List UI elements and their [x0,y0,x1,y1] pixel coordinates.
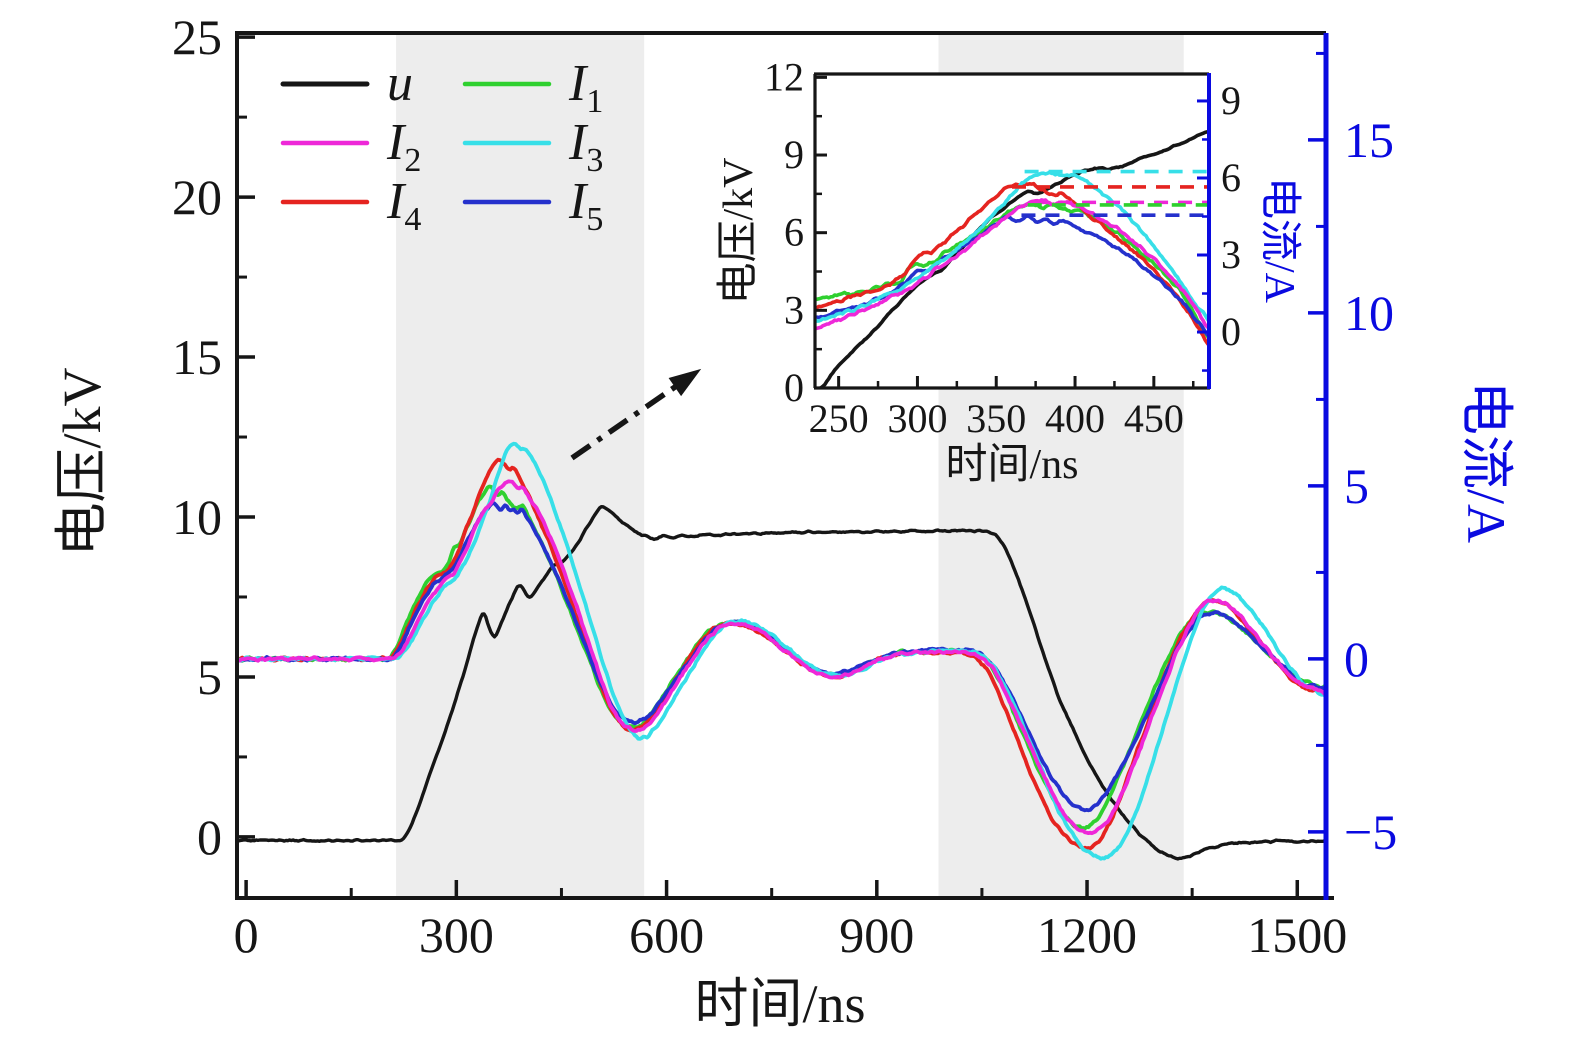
inset-voltage-tick-label: 3 [784,287,804,332]
current-tick-label: 0 [1344,631,1369,687]
inset-y-right-axis-label: 电流/A [1256,177,1302,304]
x-tick-label: 0 [234,907,259,963]
x-tick-label: 900 [839,907,914,963]
legend-label-sub-I4: 4 [404,201,421,238]
inset-x-axis-label: 时间/ns [945,442,1078,488]
inset-voltage-tick-label: 6 [784,210,804,255]
current-tick-label: 10 [1344,285,1394,341]
inset-x-tick-label: 450 [1124,396,1184,441]
x-tick-label: 1500 [1247,907,1347,963]
main-x-axis-label: 时间/ns [694,974,865,1034]
inset-x-tick-label: 400 [1045,396,1105,441]
inset-current-tick-label: 3 [1221,232,1241,277]
series-I2 [237,479,1326,836]
arrow-shaft [570,381,682,461]
x-tick-label: 600 [629,907,704,963]
inset-curves [815,129,1209,388]
arrow-head [668,368,702,397]
current-tick-label: −5 [1344,804,1397,860]
current-tick-label: 15 [1344,112,1394,168]
voltage-tick-label: 10 [172,489,222,545]
series-I3 [815,170,1209,324]
voltage-tick-label: 15 [172,329,222,385]
current-tick-label: 5 [1344,458,1369,514]
inset-background [815,74,1209,388]
legend-item-u: u [280,55,413,112]
inset-y-left-axis-label: 电压/kV [716,157,762,304]
series-u [816,129,1209,388]
inset-voltage-tick-label: 12 [764,54,804,99]
voltage-tick-label: 25 [172,9,222,65]
series-u [237,505,1326,861]
inset-pointer-arrow [570,368,702,461]
inset-current-tick-label: 9 [1221,78,1241,123]
inset-voltage-tick-label: 9 [784,132,804,177]
legend-item-I2: I2 [280,114,421,179]
inset-axes: 250 300 350 400 450 0 3 6 9 12 0 3 6 9 [764,54,1241,441]
main-curves [237,441,1326,861]
inset-x-tick-label: 350 [966,396,1026,441]
legend-label-u: u [387,55,413,112]
series-I2 [815,198,1209,331]
legend-label-sub-I5: 5 [586,201,603,238]
main-y-right-axis-label: 电流/A [1456,381,1516,543]
legend-label-sub-I1: 1 [586,83,603,120]
voltage-tick-label: 5 [197,649,222,705]
legend-item-I5: I5 [462,173,603,238]
legend-label-sub-I2: 2 [404,142,421,179]
inset-current-tick-label: 6 [1221,155,1241,200]
main-y-left-axis-label: 电压/kV [52,367,112,556]
legend-item-I4: I4 [280,173,421,238]
x-tick-label: 300 [419,907,494,963]
x-tick-label: 1200 [1037,907,1137,963]
legend-label-sub-I3: 3 [586,142,603,179]
inset-voltage-tick-label: 0 [784,365,804,410]
inset-current-tick-label: 0 [1221,309,1241,354]
inset-plot: 250 300 350 400 450 0 3 6 9 12 0 3 6 9 电压/kV 电流/A 时间/… [716,54,1302,488]
legend-label-I5: I5 [568,173,603,238]
inset-x-tick-label: 250 [809,396,869,441]
inset-x-tick-label: 300 [887,396,947,441]
voltage-tick-label: 20 [172,169,222,225]
series-I3 [237,441,1326,861]
voltage-tick-label: 0 [197,809,222,865]
